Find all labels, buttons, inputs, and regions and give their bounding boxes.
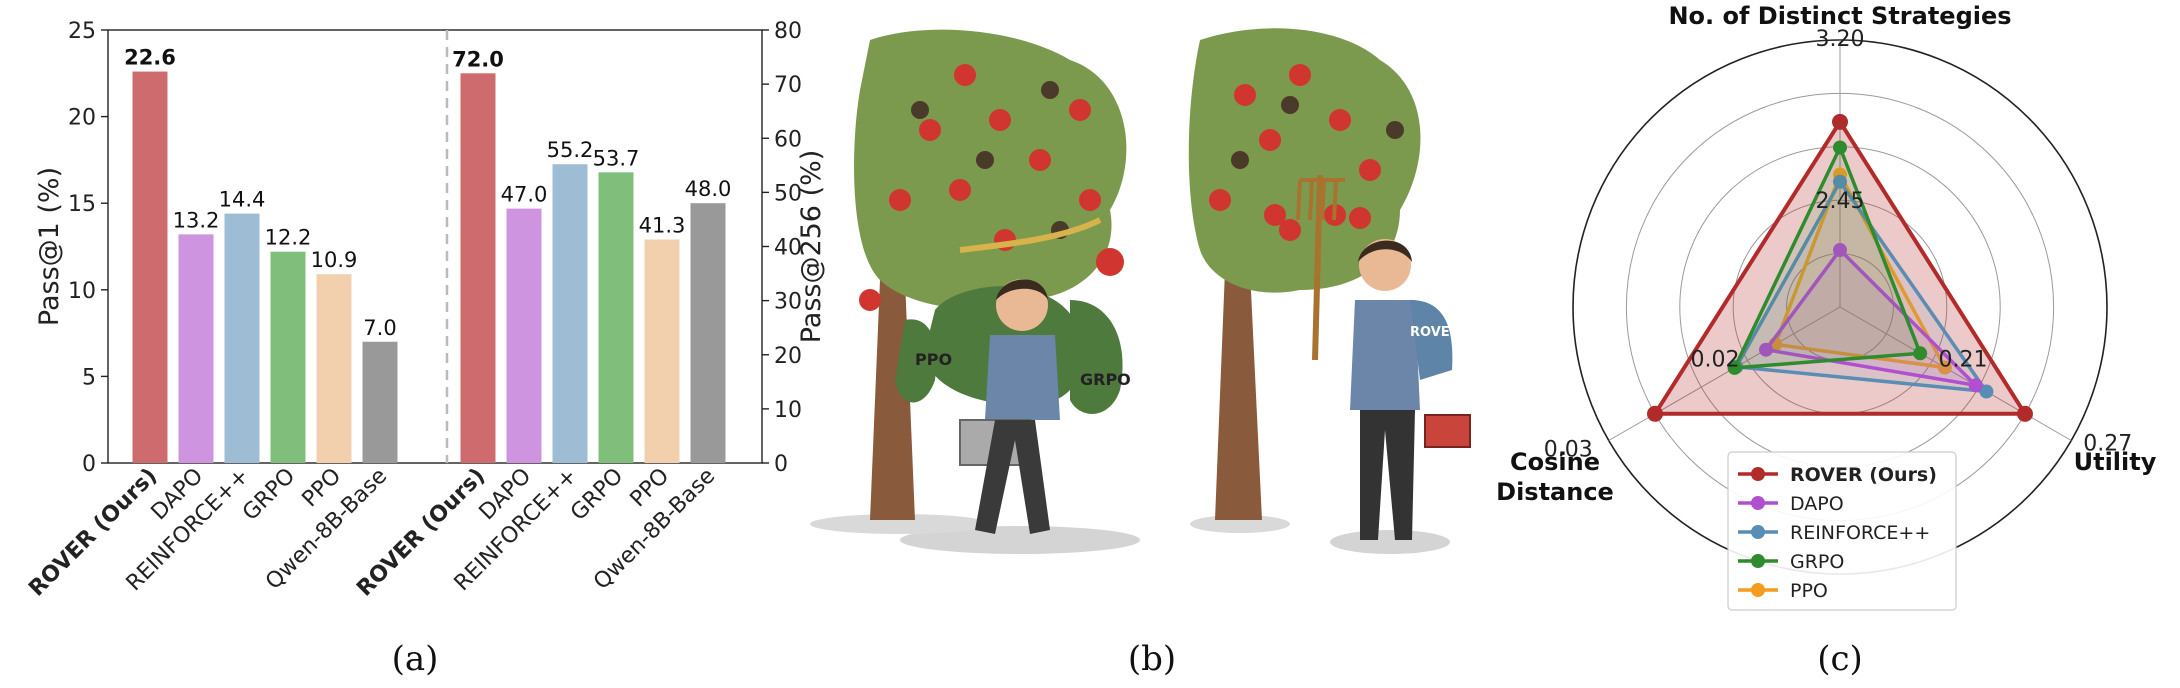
bar-value-label: 48.0	[685, 177, 732, 201]
radar-axis-title-cosine: Cosine Distance	[1496, 448, 1614, 506]
radar-legend: ROVER (Ours) DAPO REINFORCE++ GRPO PPO	[1727, 451, 1957, 611]
bar-value-label: 47.0	[501, 183, 548, 207]
radar-point	[1937, 360, 1952, 375]
caption-a: (a)	[392, 639, 439, 679]
bar-value-label: 10.9	[311, 248, 358, 272]
legend-label: REINFORCE++	[1790, 522, 1930, 544]
bar-value-label: 13.2	[173, 208, 220, 232]
y-tick-label-left: 25	[68, 19, 96, 44]
y-tick-label-left: 10	[68, 279, 96, 304]
radar-point	[1727, 360, 1742, 375]
bar-pass256-0	[460, 73, 496, 464]
bar-value-label: 12.2	[265, 226, 312, 250]
radar-series-2	[1734, 179, 1989, 394]
radar-point	[1979, 384, 1994, 399]
legend-swatch-marker	[1751, 583, 1765, 597]
category-label: GRPO	[566, 464, 628, 526]
svg-text:GRPO: GRPO	[1080, 370, 1131, 389]
radar-chart-panel: 2.45 3.20 0.21 0.27 0.02 0.03 No. of Distinct …	[1496, 2, 2157, 611]
bar-pass256-1	[506, 208, 542, 463]
svg-text:ROVER: ROVER	[1410, 325, 1460, 340]
bar-pass1-0	[132, 71, 168, 464]
bar-value-label: 53.7	[593, 146, 640, 170]
y-tick-label-right: 80	[774, 19, 802, 44]
y-tick-label-left: 15	[68, 192, 96, 217]
y-tick-label-left: 20	[68, 106, 96, 131]
radar-tick-label: 0.02	[1691, 347, 1740, 372]
radar-point	[1832, 113, 1848, 130]
radar-point	[1833, 174, 1847, 189]
tired-worker-illustration: PPO GRPO	[810, 29, 1140, 554]
caption-c: (c)	[1817, 639, 1863, 679]
radar-axis-title-strategies: No. of Distinct Strategies	[1668, 2, 2011, 30]
radar-point	[1759, 342, 1774, 357]
radar-tick-label: 0.03	[1544, 438, 1593, 463]
y-tick-label-right: 70	[774, 73, 802, 98]
category-label: GRPO	[238, 464, 300, 526]
y-tick-label-right: 20	[774, 344, 802, 369]
legend-box	[1727, 451, 1957, 611]
radar-axis-title-utility: Utility	[2074, 448, 2157, 476]
radar-tick-label: 0.21	[1938, 347, 1987, 372]
bar-pass256-3	[598, 172, 634, 463]
y-tick-label-right: 60	[774, 127, 802, 152]
bar-value-label: 72.0	[452, 47, 504, 71]
radar-tick-label: 2.45	[1816, 189, 1865, 214]
y-tick-label-left: 5	[82, 365, 96, 390]
y-tick-label-right: 40	[774, 236, 802, 261]
illustration-panel: PPO GRPO ROV	[810, 28, 1471, 554]
legend-swatch-marker	[1751, 554, 1765, 568]
bar-pass256-4	[644, 239, 680, 463]
bar-value-label: 41.3	[639, 213, 686, 237]
legend-label: GRPO	[1790, 551, 1844, 573]
radar-tick-label: 3.20	[1816, 27, 1865, 52]
y-tick-label-right: 10	[774, 398, 802, 423]
radar-point	[1833, 140, 1847, 155]
legend-label: PPO	[1790, 580, 1828, 602]
radar-series-3	[1732, 145, 1922, 370]
bar-pass256-2	[552, 164, 588, 464]
bar-charts-panel: 0 5 10 15 20 25 Pass@1 (%) 0 10 20 30 40 50 60 70 80 Pas…	[24, 19, 827, 602]
bar-value-label: 7.0	[363, 316, 396, 340]
radar-point	[1913, 346, 1928, 361]
radar-point	[2016, 405, 2033, 422]
happy-worker-illustration: ROVER	[1188, 28, 1471, 554]
legend-label: ROVER (Ours)	[1790, 464, 1937, 486]
y-axis-label-right: Pass@256 (%)	[796, 150, 827, 344]
bar-pass1-5	[362, 341, 398, 463]
svg-text:PPO: PPO	[915, 350, 952, 369]
y-tick-label-right: 30	[774, 290, 802, 315]
legend-swatch-marker	[1751, 525, 1765, 539]
bar-value-label: 22.6	[124, 46, 176, 70]
bar-pass1-3	[270, 251, 306, 463]
y-tick-label-right: 50	[774, 181, 802, 206]
caption-b: (b)	[1128, 639, 1176, 679]
radar-spoke	[1608, 306, 1841, 441]
y-tick-label-right: 0	[774, 452, 788, 477]
bar-value-label: 55.2	[547, 138, 594, 162]
bar-pass256-5	[690, 203, 726, 463]
legend-swatch-marker	[1751, 496, 1765, 510]
legend-label: DAPO	[1790, 493, 1844, 515]
y-axis-label-left: Pass@1 (%)	[34, 167, 65, 326]
bar-pass1-4	[316, 274, 352, 463]
bar-pass1-1	[178, 234, 214, 463]
radar-spoke	[1839, 306, 2072, 441]
radar-point	[1968, 378, 1983, 393]
radar-tick-label: 0.27	[2083, 432, 2132, 457]
radar-point	[1647, 405, 1664, 422]
legend-swatch-marker	[1751, 467, 1765, 481]
bar-value-label: 14.4	[219, 188, 266, 212]
y-tick-label-left: 0	[82, 452, 96, 477]
radar-point	[1833, 243, 1847, 258]
bar-pass1-2	[224, 213, 260, 463]
